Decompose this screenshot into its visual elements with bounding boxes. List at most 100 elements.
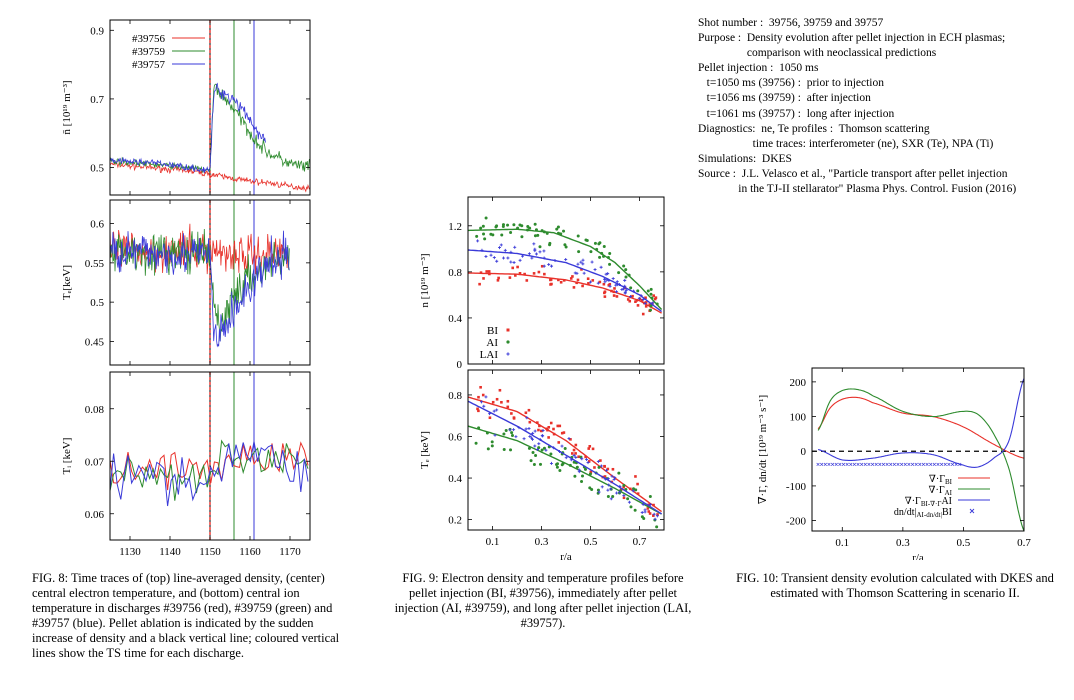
data-point-LAI bbox=[498, 246, 502, 250]
fig10-xlabel: r/a bbox=[912, 552, 924, 560]
data-point-LAI bbox=[482, 404, 486, 408]
fig10-panel: -200 -100 0 100 200 0.1 0.3 0.5 0.7 ∇·Γ, dn/dt [1… bbox=[757, 367, 1031, 560]
data-point-LAI bbox=[512, 428, 516, 432]
data-point-BI bbox=[572, 448, 576, 452]
data-point-AI bbox=[510, 433, 514, 437]
data-point-AI bbox=[624, 275, 628, 279]
data-point-LAI bbox=[637, 296, 641, 300]
y-tick-label: 1.2 bbox=[448, 221, 462, 233]
data-point-AI bbox=[598, 255, 602, 259]
data-point-AI bbox=[593, 241, 597, 245]
data-point-BI bbox=[634, 300, 637, 303]
data-point-LAI bbox=[476, 239, 480, 243]
data-point-BI bbox=[478, 282, 481, 286]
data-point-LAI bbox=[489, 253, 493, 257]
data-point-BI bbox=[652, 294, 656, 297]
data-point-LAI bbox=[615, 280, 619, 284]
data-point-LAI bbox=[653, 517, 657, 521]
data-point-BI bbox=[603, 295, 607, 298]
legend-label: #39759 bbox=[132, 46, 166, 58]
info-line: time traces: interferometer (ne), SXR (T… bbox=[698, 137, 994, 150]
data-point-dndt bbox=[907, 462, 911, 467]
x-tick-label: 0.1 bbox=[486, 536, 500, 548]
data-point-BI bbox=[514, 274, 517, 277]
data-point-BI bbox=[523, 272, 526, 276]
data-point-BI bbox=[581, 284, 584, 288]
fig10-plot-area bbox=[812, 378, 1024, 531]
data-point-BI bbox=[622, 485, 625, 489]
legend-marker bbox=[969, 508, 975, 514]
data-point-dndt bbox=[925, 462, 929, 467]
data-point-LAI bbox=[537, 442, 541, 446]
data-point-AI bbox=[506, 223, 510, 227]
legend-label: ∇·ΓAI bbox=[929, 485, 953, 497]
data-point-BI bbox=[574, 452, 577, 455]
info-line: Purpose : Density evolution after pellet… bbox=[698, 32, 1006, 45]
data-point-LAI bbox=[597, 490, 601, 494]
data-point-dndt bbox=[863, 462, 867, 467]
y-tick-label: 100 bbox=[790, 412, 807, 424]
data-point-LAI bbox=[607, 483, 611, 487]
data-point-dndt bbox=[958, 462, 962, 467]
data-point-LAI bbox=[567, 437, 571, 441]
data-point-AI bbox=[536, 233, 540, 237]
data-point-AI bbox=[622, 483, 626, 487]
data-point-BI bbox=[571, 275, 574, 278]
data-point-BI bbox=[586, 277, 590, 281]
data-point-LAI bbox=[605, 468, 609, 472]
data-point-LAI bbox=[622, 494, 626, 498]
data-point-BI bbox=[512, 416, 516, 419]
data-point-dndt bbox=[936, 462, 940, 467]
data-point-BI bbox=[622, 496, 626, 500]
data-point-BI bbox=[511, 266, 515, 270]
fig10-frame bbox=[811, 367, 1025, 532]
data-point-BI bbox=[549, 421, 553, 425]
data-point-AI bbox=[617, 271, 621, 275]
data-point-BI bbox=[640, 299, 644, 302]
fig8-ti-plot-area bbox=[110, 372, 309, 540]
legend-label-part: ∇·Γ bbox=[929, 474, 945, 485]
data-point-BI bbox=[587, 282, 590, 285]
data-point-dndt bbox=[870, 462, 875, 467]
fit-curve-LAI bbox=[468, 400, 662, 515]
data-point-AI bbox=[555, 463, 559, 467]
data-point-LAI bbox=[527, 426, 531, 430]
fig8-te-plot-area bbox=[110, 200, 290, 365]
data-point-LAI bbox=[608, 284, 612, 288]
data-point-AI bbox=[500, 233, 504, 237]
data-point-AI bbox=[649, 292, 653, 296]
data-point-AI bbox=[528, 226, 532, 230]
data-point-LAI bbox=[525, 416, 529, 420]
data-point-BI bbox=[636, 304, 640, 307]
fig8-density-ylabel: n̄ [10¹⁹ m⁻³] bbox=[61, 80, 73, 134]
data-point-AI bbox=[576, 234, 580, 238]
data-point-BI bbox=[495, 397, 499, 401]
data-point-BI bbox=[547, 436, 550, 439]
y-tick-label: 0.07 bbox=[85, 456, 105, 468]
data-point-BI bbox=[488, 416, 492, 420]
data-point-BI bbox=[481, 393, 485, 397]
figure-canvas: 0.5 0.7 0.9 n̄ [10¹⁹ m⁻³] #39756#39759#39757… bbox=[61, 19, 1031, 560]
series-#39757-trace bbox=[110, 441, 309, 507]
data-point-dndt bbox=[921, 462, 926, 467]
data-point-dndt bbox=[881, 462, 886, 467]
data-point-AI bbox=[617, 471, 621, 475]
data-point-AI bbox=[634, 488, 638, 492]
data-point-dndt bbox=[910, 462, 915, 467]
data-point-dndt bbox=[878, 462, 882, 467]
data-point-LAI bbox=[514, 435, 518, 439]
data-point-LAI bbox=[622, 287, 626, 291]
data-point-AI bbox=[558, 468, 562, 472]
data-point-LAI bbox=[600, 485, 604, 489]
data-point-AI bbox=[562, 229, 566, 233]
y-tick-label: 0.6 bbox=[448, 431, 462, 443]
series-#39756-trace bbox=[110, 160, 310, 193]
data-point-BI bbox=[518, 272, 522, 275]
data-point-LAI bbox=[618, 490, 622, 494]
data-point-BI bbox=[602, 282, 606, 286]
data-point-LAI bbox=[531, 431, 535, 435]
data-point-AI bbox=[549, 452, 553, 456]
x-tick-label: 0.1 bbox=[835, 537, 849, 549]
data-point-BI bbox=[603, 290, 607, 294]
